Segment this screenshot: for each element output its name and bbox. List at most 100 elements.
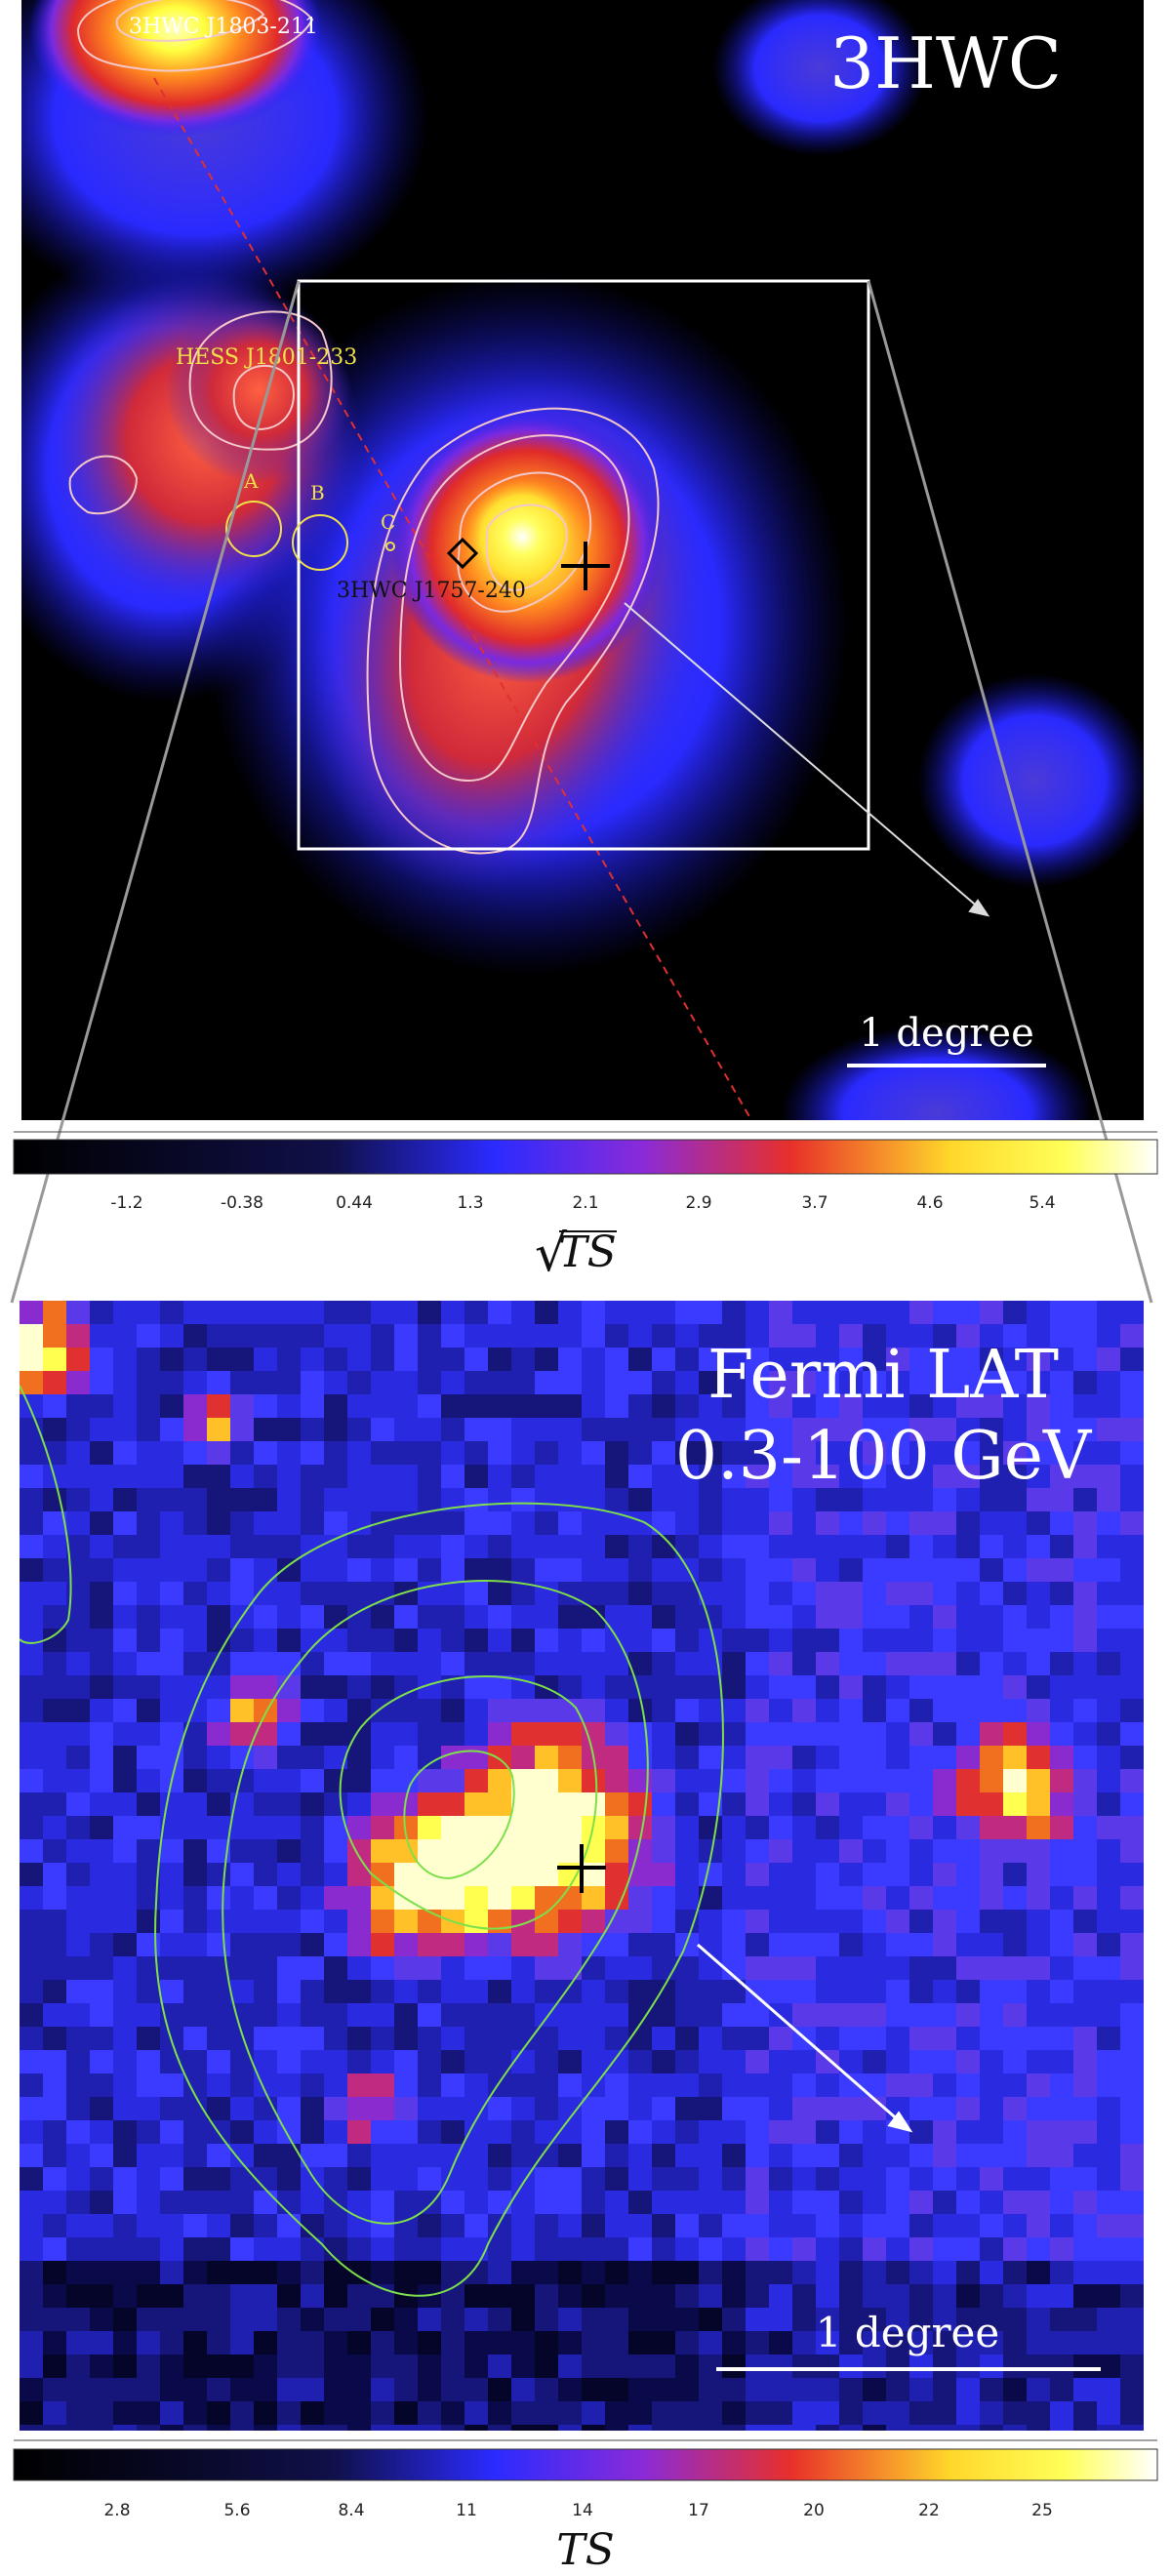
fermi-pixel <box>394 2097 418 2120</box>
fermi-pixel <box>254 1956 277 1980</box>
fermi-pixel <box>956 1863 980 1886</box>
fermi-pixel <box>956 1699 980 1722</box>
fermi-pixel <box>371 2331 394 2355</box>
fermi-pixel <box>418 2191 441 2214</box>
fermi-pixel <box>558 2284 582 2308</box>
fermi-pixel <box>535 1394 558 1418</box>
fermi-pixel <box>628 1488 652 1511</box>
fermi-colorbar-tick: 11 <box>456 2501 477 2520</box>
fermi-pixel <box>301 1980 324 2003</box>
fermi-pixel <box>394 1418 418 1441</box>
fermi-pixel <box>535 1629 558 1652</box>
fermi-pixel <box>675 1301 699 1324</box>
fermi-pixel <box>1027 1839 1050 1863</box>
fermi-pixel <box>933 2237 956 2261</box>
fermi-pixel <box>769 1488 792 1511</box>
fermi-pixel <box>441 2167 464 2191</box>
fermi-pixel <box>43 1652 66 1675</box>
fermi-pixel <box>511 1511 535 1535</box>
fermi-pixel <box>441 1652 464 1675</box>
fermi-pixel <box>769 1839 792 1863</box>
fermi-pixel <box>699 1722 722 1746</box>
fermi-pixel <box>43 2003 66 2027</box>
fermi-pixel <box>1120 1535 1144 1558</box>
fermi-pixel <box>371 2401 394 2425</box>
fermi-pixel <box>980 1675 1003 1699</box>
fermi-pixel <box>160 1980 183 2003</box>
fermi-pixel <box>464 1441 488 1465</box>
fermi-pixel <box>558 1769 582 1792</box>
fermi-pixel <box>394 2425 418 2431</box>
fermi-pixel <box>933 1722 956 1746</box>
fermi-pixel <box>582 1629 605 1652</box>
fermi-pixel <box>1003 1558 1027 1582</box>
fermi-pixel <box>137 1839 160 1863</box>
fermi-pixel <box>722 2144 746 2167</box>
fermi-pixel <box>230 2191 254 2214</box>
fermi-pixel <box>605 1839 628 1863</box>
fermi-pixel <box>183 1511 207 1535</box>
fermi-pixel <box>230 1956 254 1980</box>
fermi-pixel <box>1027 1301 1050 1324</box>
fermi-pixel <box>1027 2120 1050 2144</box>
fermi-pixel <box>511 1956 535 1980</box>
fermi-pixel <box>839 2331 863 2355</box>
fermi-pixel <box>839 1816 863 1839</box>
fermi-pixel <box>113 2401 137 2425</box>
fermi-pixel <box>324 1792 347 1816</box>
fermi-pixel <box>254 1886 277 1910</box>
fermi-pixel <box>20 1371 43 1394</box>
fermi-pixel <box>746 2073 769 2097</box>
fermi-pixel <box>956 2191 980 2214</box>
fermi-pixel <box>113 2261 137 2284</box>
fermi-pixel <box>324 1863 347 1886</box>
fermi-pixel <box>301 1956 324 1980</box>
fermi-pixel <box>816 1511 839 1535</box>
fermi-pixel <box>769 2355 792 2378</box>
fermi-pixel <box>371 1652 394 1675</box>
fermi-pixel <box>582 1558 605 1582</box>
fermi-pixel <box>652 1465 675 1488</box>
fermi-pixel <box>1120 1816 1144 1839</box>
fermi-pixel <box>207 1699 230 1722</box>
fermi-pixel <box>43 1558 66 1582</box>
fermi-pixel <box>1027 1324 1050 1348</box>
fermi-pixel <box>722 2167 746 2191</box>
fermi-pixel <box>1097 1675 1120 1699</box>
fermi-pixel <box>746 1910 769 1933</box>
fermi-pixel <box>66 1324 90 1348</box>
fermi-pixel <box>909 1839 933 1863</box>
fermi-pixel <box>464 2027 488 2050</box>
fermi-pixel <box>113 1675 137 1699</box>
fermi-pixel <box>183 1910 207 1933</box>
fermi-pixel <box>699 2308 722 2331</box>
fermi-pixel <box>1050 1465 1073 1488</box>
fermi-pixel <box>1073 2355 1097 2378</box>
fermi-pixel <box>183 2167 207 2191</box>
fermi-pixel <box>1003 1394 1027 1418</box>
fermi-pixel <box>699 1535 722 1558</box>
fermi-pixel <box>90 2378 113 2401</box>
fermi-pixel <box>66 1746 90 1769</box>
fermi-pixel <box>792 1652 816 1675</box>
fermi-pixel <box>1003 2261 1027 2284</box>
fermi-pixel <box>43 2355 66 2378</box>
fermi-pixel <box>769 1863 792 1886</box>
fermi-pixel <box>371 2308 394 2331</box>
fermi-pixel <box>90 1769 113 1792</box>
fermi-pixel <box>183 1652 207 1675</box>
fermi-pixel <box>254 1441 277 1465</box>
fermi-pixel <box>792 1511 816 1535</box>
fermi-pixel <box>816 2378 839 2401</box>
fermi-pixel <box>769 1582 792 1605</box>
fermi-pixel <box>371 1675 394 1699</box>
fermi-pixel <box>909 1675 933 1699</box>
fermi-pixel <box>347 1394 371 1418</box>
fermi-pixel <box>441 1839 464 1863</box>
fermi-pixel <box>909 1980 933 2003</box>
fermi-pixel <box>230 2401 254 2425</box>
fermi-pixel <box>558 1371 582 1394</box>
fermi-pixel <box>605 1465 628 1488</box>
fermi-pixel <box>137 1980 160 2003</box>
fermi-pixel <box>371 2425 394 2431</box>
